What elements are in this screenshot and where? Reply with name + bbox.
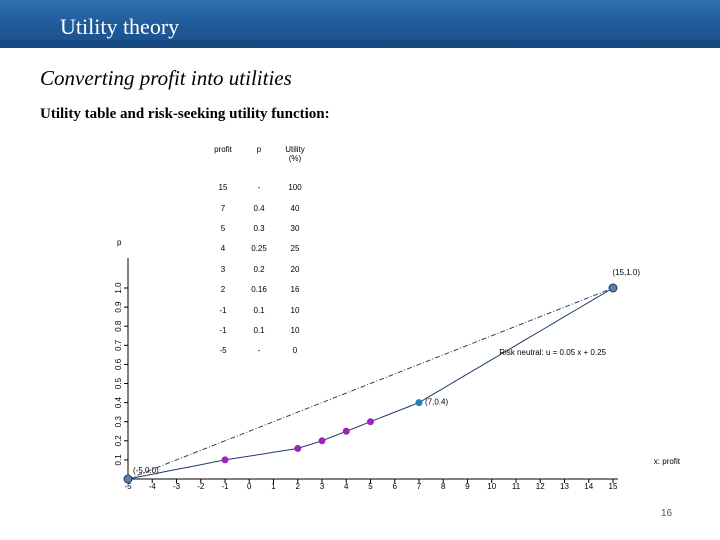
utility-table: profit p Utility (%) 15-100 7 0.4 40 5 0.3 3…	[205, 145, 313, 361]
table-cell: -1	[219, 326, 227, 336]
data-point	[221, 456, 229, 464]
data-point	[367, 418, 374, 426]
max-point-label: (15,1.0)	[612, 268, 640, 277]
data-point	[294, 444, 302, 452]
table-cell: 0.1	[253, 326, 265, 336]
x-tick-label: 6	[393, 482, 398, 491]
table-cell: 25	[290, 244, 300, 254]
x-axis-label: x: profit	[654, 457, 681, 466]
table-cell: 30	[290, 224, 300, 234]
title-bar: Utility theory	[0, 0, 720, 48]
x-tick-label: 3	[320, 482, 325, 491]
table-cell: 20	[290, 264, 300, 274]
risk-neutral-label: Risk neutral: u = 0.05 x + 0.25	[499, 348, 606, 357]
slide-subheading: Utility table and risk-seeking utility f…	[40, 106, 330, 122]
slide-title: Utility theory	[60, 14, 180, 39]
x-tick-label: 5	[368, 482, 373, 491]
table-cell: 2	[220, 285, 226, 295]
table-header: p	[256, 145, 262, 154]
x-tick-label: -4	[149, 482, 157, 491]
table-cell: 0.2	[253, 264, 265, 274]
table-cell: 10	[290, 305, 300, 315]
y-tick-label: 0.7	[114, 339, 123, 351]
data-point	[608, 283, 618, 293]
y-tick-label: 0.3	[114, 416, 123, 428]
table-row: 2 0.16 16	[205, 280, 313, 300]
chart-lines	[127, 287, 614, 480]
data-point	[318, 437, 326, 445]
x-tick-label: -5	[124, 482, 132, 491]
y-tick-label: 0.2	[114, 435, 123, 447]
x-tick-label: 13	[560, 482, 569, 491]
data-point	[342, 427, 350, 435]
table-row: 4 0.25 25	[205, 239, 313, 259]
x-tick-label: -2	[197, 482, 205, 491]
x-tick-label: 2	[296, 482, 301, 491]
y-tick-label: 0.8	[114, 320, 123, 332]
table-cell: 16	[290, 285, 300, 295]
table-cell: -5	[219, 346, 227, 356]
y-tick-label: 0.9	[114, 301, 123, 313]
table-cell: -1	[219, 305, 227, 315]
slide-heading: Converting profit into utilities	[40, 66, 292, 90]
table-cell: 0.16	[251, 285, 267, 295]
table-row: 15 - 100	[205, 177, 313, 198]
table-cell: 40	[290, 203, 300, 213]
table-cell: -	[257, 183, 261, 192]
title-bar-band	[0, 40, 720, 48]
y-tick-label: 0.1	[114, 454, 123, 466]
y-axis-label: p	[117, 238, 122, 247]
x-tick-label: 0	[247, 482, 252, 491]
table-cell: 0.25	[251, 244, 267, 254]
table-row: -1 0.1 10	[205, 300, 313, 320]
y-tick-label: 0.4	[114, 396, 123, 408]
table-cell: 0.1	[253, 305, 265, 315]
table-cell: -	[257, 346, 261, 356]
page-number: 16	[661, 508, 673, 519]
x-tick-label: 15	[609, 482, 618, 491]
y-tick-label: 0.6	[114, 358, 123, 370]
table-row: -5 - 0	[205, 341, 313, 361]
chart-labels: -5 -4 -3 -2 -1 0 1 2 3 4 5 6 7 8 9 10 11 12 13 14 150.10.20.…	[114, 238, 681, 491]
y-tick-label: 0.5	[114, 377, 123, 389]
table-cell: 100	[288, 183, 302, 192]
table-cell: 0.4	[253, 203, 265, 213]
mid-point-label: (7,0.4)	[425, 398, 448, 407]
data-point	[123, 474, 133, 484]
table-cell: 15	[218, 183, 228, 192]
x-tick-label: 11	[512, 482, 521, 491]
x-tick-label: 8	[441, 482, 446, 491]
table-cell: 5	[220, 224, 226, 234]
y-tick-label: 1.0	[114, 282, 123, 294]
x-tick-label: 10	[487, 482, 496, 491]
table-cell: 4	[220, 244, 226, 254]
risk-neutral-line	[127, 287, 614, 480]
table-cell: 3	[220, 264, 226, 274]
chart-points	[123, 283, 618, 484]
table-cell: 0.3	[253, 224, 265, 234]
x-tick-label: 14	[584, 482, 593, 491]
table-header-row: profit p Utility (%)	[205, 145, 313, 177]
x-tick-label: 4	[344, 482, 349, 491]
table-cell: 10	[290, 326, 300, 336]
x-tick-label: -3	[173, 482, 181, 491]
min-point-label: (-5,0.0)	[133, 466, 159, 475]
x-tick-label: 7	[417, 482, 422, 491]
table-header: Utility (%)	[285, 145, 305, 163]
table-header: profit	[214, 145, 232, 154]
chart-axes	[124, 258, 618, 483]
x-tick-label: -1	[221, 482, 229, 491]
table-row: 7 0.4 40	[205, 198, 313, 218]
table-row: 5 0.3 30	[205, 218, 313, 238]
x-tick-label: 9	[465, 482, 470, 491]
table-cell: 0	[292, 346, 298, 356]
table-row: -1 0.1 10	[205, 320, 313, 340]
table-row: 3 0.2 20	[205, 259, 313, 279]
x-tick-label: 1	[271, 482, 276, 491]
table-cell: 7	[220, 203, 226, 213]
x-tick-label: 12	[536, 482, 545, 491]
data-point	[415, 399, 423, 407]
